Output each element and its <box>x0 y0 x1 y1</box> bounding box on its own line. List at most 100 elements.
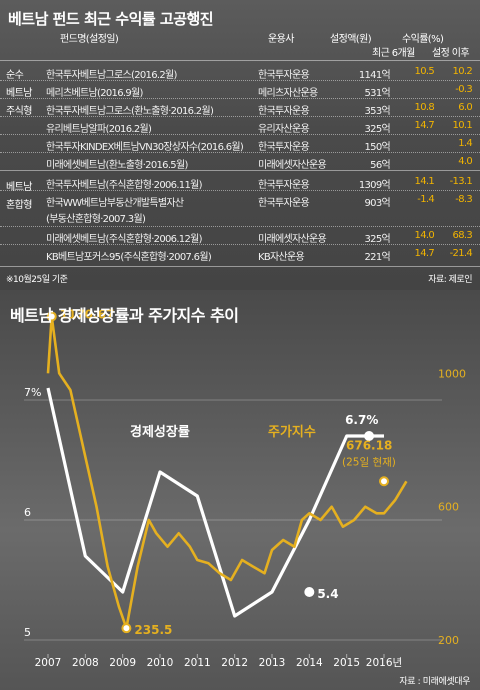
manager-cell: 미래에셋자산운용 <box>258 160 327 171</box>
x-axis-tick-label: 2009 <box>109 657 136 669</box>
x-axis-tick-label: 2011 <box>184 657 211 669</box>
return-6m-cell: 14.7 <box>414 120 435 131</box>
stock-index-line <box>46 315 408 630</box>
growth-rate-marker <box>364 431 375 441</box>
stock-index-series-label: 주가지수 <box>268 425 316 440</box>
manager-cell: 한국투자운용 <box>258 180 310 191</box>
return-6m-cell: 14.1 <box>414 176 435 187</box>
manager-cell: 한국투자운용 <box>258 142 310 153</box>
header-amount: 설정액(원) <box>330 34 372 45</box>
table-row: 한국투자베트남(주식혼합형·2006.11월) 한국투자운용 1309억 14.1 -1… <box>0 172 480 192</box>
row-divider <box>0 190 480 191</box>
header-fund: 펀드명(설정일) <box>60 34 119 45</box>
group-label: 주식형 <box>6 106 32 117</box>
fund-returns-table: 베트남 펀드 최근 수익률 고공행진 펀드명(설정일) 운용사 설정액(원) 수… <box>0 0 480 290</box>
fund-name-cell: 한국투자베트남그로스(환노출형·2016.2월) <box>46 106 214 117</box>
manager-cell: 한국투자운용 <box>258 106 310 117</box>
table-row: KB베트남포커스95(주식혼합형·2007.6월) KB자산운용 221억 14.7 -… <box>0 244 480 264</box>
fund-name-cell: 유리베트남알파(2016.2월) <box>46 124 152 135</box>
return-6m-cell: 10.8 <box>414 102 435 113</box>
table-row: 미래에셋베트남(주식혼합형·2006.12월) 미래에셋자산운용 325억 14.0 6… <box>0 226 480 246</box>
table-title: 베트남 펀드 최근 수익률 고공행진 <box>8 10 214 28</box>
row-divider <box>0 80 480 81</box>
right-axis-tick-label: 200 <box>438 634 459 647</box>
amount-cell: 903억 <box>364 198 391 209</box>
manager-cell: 메리츠자산운용 <box>258 88 318 99</box>
right-axis-tick-label: 1000 <box>438 367 466 380</box>
amount-cell: 325억 <box>364 124 391 135</box>
return-since-cell: 10.1 <box>452 120 473 131</box>
x-axis-tick-label: 2012 <box>221 657 248 669</box>
row-divider <box>0 116 480 117</box>
x-axis-tick-label: 2016년 <box>366 657 402 669</box>
table-row: 미래에셋베트남(환노출형·2016.5월) 미래에셋자산운용 56억 4.0 <box>0 152 480 172</box>
fund-name-cell: 한국WW베트남부동산개발특별자산 <box>46 198 184 209</box>
return-6m-cell: 14.7 <box>414 248 435 259</box>
group-label: 베트남 <box>6 182 32 193</box>
return-since-cell: -8.3 <box>455 194 472 205</box>
return-6m-cell: 10.5 <box>414 66 435 77</box>
data-label: 6.7% <box>345 413 378 427</box>
fund-name-cell: 한국투자베트남그로스(2016.2월) <box>46 70 177 81</box>
table-row: 메리츠베트남(2016.9월) 메리츠자산운용 531억 -0.3 <box>0 80 480 100</box>
manager-cell: 한국투자운용 <box>258 70 310 81</box>
fund-name-cell: 미래에셋베트남(환노출형·2016.5월) <box>46 160 188 171</box>
amount-cell: 531억 <box>364 88 391 99</box>
fund-name-cell: KB베트남포커스95(주식혼합형·2007.6월) <box>46 252 212 263</box>
x-axis-tick-label: 2010 <box>147 657 174 669</box>
data-label: 1170.67 <box>60 307 115 321</box>
x-axis-tick-label: 2008 <box>72 657 99 669</box>
table-footnote: ※10월25일 기준 <box>6 275 68 285</box>
chart-panel: 7% 6 5 1000 600 200 2007 2008 2009 2010 2011 2012 20… <box>0 290 480 690</box>
table-row: 한국투자KINDEX베트남VN30장상자수(2016.6월) 한국투자운용 150억… <box>0 134 480 154</box>
amount-cell: 353억 <box>364 106 391 117</box>
x-axis-tick-label: 2015 <box>333 657 360 669</box>
table-source: 자료: 제로인 <box>428 275 472 285</box>
fund-name-cell: 메리츠베트남(2016.9월) <box>46 88 143 99</box>
chart-source: 자료 : 미래에셋대우 <box>399 677 470 687</box>
return-since-cell: -13.1 <box>449 176 473 187</box>
return-since-cell: 68.3 <box>452 230 473 241</box>
amount-cell: 221억 <box>364 252 391 263</box>
row-divider <box>0 244 480 245</box>
left-axis-tick-label: 7% <box>24 386 41 399</box>
header-since: 설정 이후 <box>432 48 470 59</box>
fund-name-cell: 한국투자KINDEX베트남VN30장상자수(2016.6월) <box>46 142 244 153</box>
amount-cell: 150억 <box>364 142 391 153</box>
manager-cell: KB자산운용 <box>258 252 305 263</box>
header-divider <box>0 60 480 61</box>
stock-index-marker <box>379 476 389 487</box>
growth-rate-series-label: 경제성장률 <box>130 424 190 440</box>
x-axis-tick-label: 2007 <box>35 657 62 669</box>
header-recent6: 최근 6개월 <box>372 48 415 59</box>
manager-cell: 유리자산운용 <box>258 124 310 135</box>
growth-rate-line <box>46 387 384 618</box>
amount-cell: 1309억 <box>358 180 391 191</box>
amount-cell: 325억 <box>364 234 391 245</box>
table-row: 한국WW베트남부동산개발특별자산 한국투자운용 903억 -1.4 -8.3 (부동산혼합… <box>0 190 480 225</box>
row-divider <box>0 134 480 135</box>
manager-cell: 한국투자운용 <box>258 198 310 209</box>
group-label: 혼합형 <box>6 200 32 211</box>
group-label: 순수 <box>6 70 24 81</box>
return-6m-cell: -1.4 <box>417 194 434 205</box>
left-axis-tick-label: 5 <box>24 626 31 639</box>
x-axis-tick-label: 2014 <box>296 657 323 669</box>
row-divider <box>0 152 480 153</box>
manager-cell: 미래에셋자산운용 <box>258 234 327 245</box>
table-row: 한국투자베트남그로스(2016.2월) 한국투자운용 1141억 10.5 10.2 <box>0 62 480 82</box>
group-label: 베트남 <box>6 88 32 99</box>
amount-cell: 56억 <box>370 160 391 171</box>
data-label: 5.4 <box>317 587 338 601</box>
row-divider <box>0 226 480 227</box>
return-since-cell: 6.0 <box>458 102 473 113</box>
header-return: 수익률(%) <box>402 34 444 45</box>
return-6m-cell: 14.0 <box>414 230 435 241</box>
group-divider <box>0 170 480 171</box>
fund-name-cell-line2: (부동산혼합형·2007.3월) <box>46 214 146 225</box>
row-divider <box>0 98 480 99</box>
left-axis-tick-label: 6 <box>24 506 31 519</box>
amount-cell: 1141억 <box>358 70 391 81</box>
table-bottom-divider <box>0 266 480 267</box>
fund-name-cell: 한국투자베트남(주식혼합형·2006.11월) <box>46 180 203 191</box>
